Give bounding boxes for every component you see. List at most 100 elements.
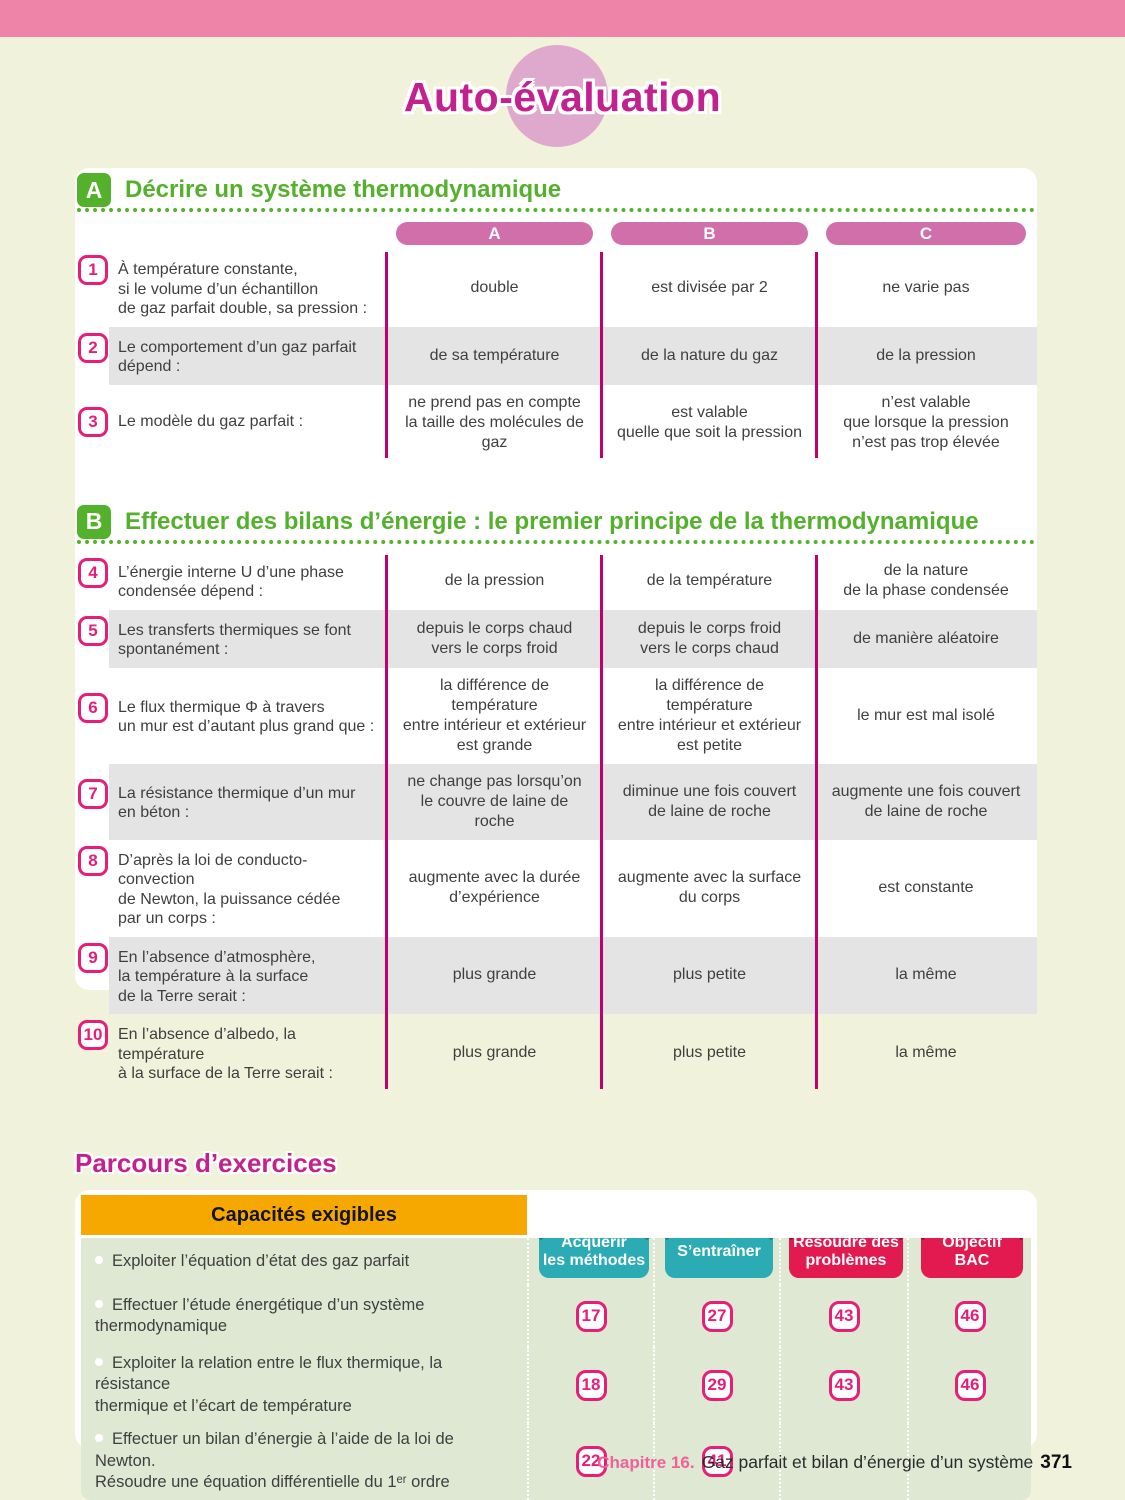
top-accent-bar — [0, 0, 1125, 37]
answer-a: plus grande — [452, 966, 537, 984]
answer-a: la différence de température entre intér… — [402, 676, 587, 754]
column-divider — [385, 554, 388, 1089]
answer-b: augmente avec la surface du corps — [617, 869, 802, 907]
answer-c: est constante — [878, 879, 974, 897]
question-text: À température constante, si le volume d’… — [118, 261, 368, 318]
parcours-header-row: Capacités exigibles — [81, 1195, 1031, 1235]
chapter-label: Chapitre 16. — [597, 1453, 695, 1472]
answer-a: ne prend pas en compte la taille des mol… — [405, 393, 584, 451]
answer-a: plus grande — [452, 1044, 537, 1062]
question-row: 1 À température constante, si le volume … — [75, 249, 1037, 327]
page-title: Auto-évaluation — [403, 74, 722, 120]
exercise-badge: 22 — [575, 1445, 607, 1477]
question-row: 7 La résistance thermique d’un mur en bé… — [75, 763, 1037, 840]
question-row: 4 L’énergie interne U d’une phase conden… — [75, 552, 1037, 610]
answer-b: de la température — [646, 571, 773, 589]
question-text: La résistance thermique d’un mur en béto… — [118, 784, 356, 822]
bullet-dot — [95, 1299, 103, 1308]
answer-c: augmente une fois couvert de laine de ro… — [831, 782, 1021, 820]
exercise-badge: 46 — [954, 1369, 986, 1401]
question-text: D’après la loi de conducto-convection de… — [118, 851, 341, 928]
bullet-dot — [95, 1358, 103, 1366]
capacite-text: Exploiter l’équation d’état des gaz parf… — [112, 1251, 410, 1270]
answer-c: de la nature de la phase condensée — [843, 561, 1009, 599]
question-number: 7 — [78, 778, 108, 809]
parcours-row: Effectuer un bilan d’énergie à l’aide de… — [81, 1423, 1031, 1500]
ribbon-acquerir-les-methodes: Acquérir les méthodes — [539, 1238, 649, 1278]
section-b-badge: B — [77, 504, 111, 539]
capacite-text: Effectuer un bilan d’énergie à l’aide de… — [95, 1430, 454, 1492]
exercise-badge: 17 — [575, 1300, 607, 1332]
exercise-badge: 41 — [701, 1445, 733, 1477]
column-divider — [815, 554, 818, 1089]
title-background-circle — [506, 45, 608, 147]
page-footer: Chapitre 16. Gaz parfait et bilan d’éner… — [597, 1452, 1072, 1474]
column-divider — [815, 252, 818, 458]
answer-a: ne change pas lorsqu’on le couvre de lai… — [407, 772, 582, 830]
question-row: 6 Le flux thermique Φ à travers un mur e… — [75, 668, 1037, 764]
column-header-b: B — [611, 222, 808, 245]
answer-b: depuis le corps froid vers le corps chau… — [637, 619, 782, 657]
section-a-header: A Décrire un système thermodynamique — [77, 173, 1035, 212]
question-number: 5 — [78, 615, 108, 646]
answer-c: de la pression — [876, 346, 976, 364]
section-a-badge: A — [77, 173, 111, 207]
answer-a: de la pression — [444, 571, 545, 589]
column-divider — [600, 554, 603, 1089]
answer-column-headers: A B C — [75, 222, 1037, 245]
answer-a: augmente avec la durée d’expérience — [408, 869, 581, 907]
question-number: 9 — [78, 942, 108, 973]
answer-c: ne varie pas — [882, 278, 970, 296]
section-b-title: Effectuer des bilans d’énergie : le prem… — [125, 507, 979, 535]
question-text: Les transferts thermiques se font sponta… — [118, 621, 351, 659]
question-row: 3 Le modèle du gaz parfait : ne prend pa… — [75, 385, 1037, 461]
exercise-badge: 43 — [828, 1369, 860, 1401]
answer-c: le mur est mal isolé — [857, 706, 995, 724]
ribbon-s-entrainer: S’entraîner — [665, 1238, 773, 1278]
exercise-badge: 18 — [575, 1369, 607, 1401]
question-number: 4 — [78, 557, 108, 588]
answer-b: de la nature du gaz — [641, 346, 778, 364]
question-row: 5 Les transferts thermiques se font spon… — [75, 609, 1037, 668]
question-text: Le modèle du gaz parfait : — [118, 412, 304, 430]
exercise-badge: 43 — [828, 1300, 860, 1332]
section-b-table: 4 L’énergie interne U d’une phase conden… — [75, 552, 1037, 1092]
answer-c: n’est valable que lorsque la pression n’… — [843, 393, 1009, 451]
parcours-table: Capacités exigibles Acquérir les méthode… — [75, 1190, 1037, 1500]
column-header-c: C — [826, 222, 1026, 245]
question-number: 2 — [78, 332, 108, 363]
question-text: Le flux thermique Φ à travers un mur est… — [118, 698, 375, 736]
chapter-title: Gaz parfait et bilan d’énergie d’un syst… — [701, 1452, 1034, 1472]
question-text: L’énergie interne U d’une phase condensé… — [118, 563, 344, 601]
column-divider — [600, 252, 603, 458]
section-b-header: B Effectuer des bilans d’énergie : le pr… — [77, 504, 1035, 544]
answer-b: est valable quelle que soit la pression — [616, 403, 802, 441]
answer-b: diminue une fois couvert de laine de roc… — [622, 782, 797, 820]
section-a-table: 1 À température constante, si le volume … — [75, 249, 1037, 461]
answer-a: de sa température — [429, 346, 560, 364]
answer-a: double — [470, 278, 519, 296]
answer-b: est divisée par 2 — [651, 278, 768, 296]
answer-c: la même — [895, 966, 957, 984]
question-text: En l’absence d’atmosphère, la températur… — [118, 948, 316, 1005]
section-a-title: Décrire un système thermodynamique — [125, 176, 562, 203]
question-number: 8 — [78, 845, 108, 876]
question-row: 10 En l’absence d’albedo, la température… — [75, 1014, 1037, 1092]
ribbon-resoudre-des-problemes: Résoudre des problèmes — [789, 1238, 903, 1278]
exercise-badge: 46 — [954, 1300, 986, 1332]
column-divider — [385, 252, 388, 458]
question-number: 6 — [78, 692, 108, 723]
bullet-dot — [95, 1255, 103, 1264]
question-text: Le comportement d’un gaz parfait dépend … — [118, 338, 357, 376]
column-header-a: A — [396, 222, 593, 245]
capacite-text: Exploiter la relation entre le flux ther… — [95, 1354, 443, 1415]
question-number: 3 — [78, 406, 108, 437]
capacites-header: Capacités exigibles — [81, 1195, 527, 1235]
parcours-row: Effectuer l’étude énergétique d’un systè… — [81, 1285, 1031, 1347]
exercise-badge: 29 — [701, 1369, 733, 1401]
question-text: En l’absence d’albedo, la température à … — [118, 1026, 333, 1083]
page-number: 371 — [1040, 1452, 1072, 1473]
question-row: 2 Le comportement d’un gaz parfait dépen… — [75, 326, 1037, 385]
answer-a: depuis le corps chaud vers le corps froi… — [416, 619, 573, 657]
exercise-badge: 27 — [701, 1300, 733, 1332]
